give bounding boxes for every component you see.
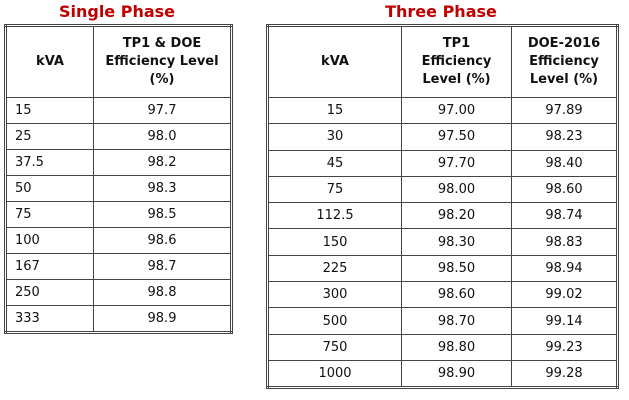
table-row: 750 98.80 99.23 [267, 333, 618, 361]
table-row: 50 98.3 [5, 175, 232, 202]
table-row: 250 98.8 [5, 279, 232, 306]
table-cell: 98.70 [401, 307, 512, 335]
table-cell: 98.60 [401, 281, 512, 309]
table-cell: 98.80 [401, 333, 512, 361]
table-cell: 99.02 [511, 281, 618, 309]
table-cell: 15 [267, 96, 402, 125]
table-row: 300 98.60 99.02 [267, 281, 618, 309]
table-cell: 98.9 [93, 305, 232, 333]
table-cell: 150 [267, 228, 402, 256]
table-cell: 97.00 [401, 96, 512, 125]
column-header: DOE-2016 Efficiency Level (%) [511, 25, 618, 98]
section-title: Single Phase [58, 2, 176, 21]
table-cell: 112.5 [267, 202, 402, 230]
table-cell: 15 [5, 97, 94, 124]
table-cell: 99.23 [511, 333, 618, 361]
table-cell: 98.0 [93, 123, 232, 150]
table-cell: 98.5 [93, 201, 232, 228]
table-cell: 97.7 [93, 97, 232, 124]
table-cell: 98.00 [401, 175, 512, 204]
table-cell: 98.23 [511, 123, 618, 151]
column-header: TP1 Efficiency Level (%) [401, 25, 512, 98]
table-cell: 99.28 [511, 359, 618, 389]
table-row: 150 98.30 98.83 [267, 228, 618, 256]
table-cell: 97.50 [401, 123, 512, 151]
table-cell: 99.14 [511, 307, 618, 335]
table-cell: 100 [5, 227, 94, 254]
table-cell: 45 [267, 149, 402, 177]
table-row: 167 98.7 [5, 253, 232, 280]
table-row: 15 97.7 [5, 97, 232, 124]
table-cell: 98.94 [511, 254, 618, 283]
table-cell: 250 [5, 279, 94, 306]
table-row: 333 98.9 [5, 305, 232, 333]
table-row: 112.5 98.20 98.74 [267, 202, 618, 230]
header-row: kVA TP1 Efficiency Level (%) DOE-2016 Effi… [267, 25, 618, 98]
column-header: kVA [267, 25, 402, 98]
table-row: 1000 98.90 99.28 [267, 359, 618, 389]
table-row: 225 98.50 98.94 [267, 254, 618, 283]
table-cell: 98.74 [511, 202, 618, 230]
table-cell: 167 [5, 253, 94, 280]
table-cell: 98.50 [401, 254, 512, 283]
table-cell: 333 [5, 305, 94, 333]
table-row: 75 98.5 [5, 201, 232, 228]
table-cell: 98.83 [511, 228, 618, 256]
table-cell: 98.8 [93, 279, 232, 306]
table-row: 25 98.0 [5, 123, 232, 150]
table-cell: 97.70 [401, 149, 512, 177]
section-title: Three Phase [385, 2, 497, 21]
header-row: kVA TP1 & DOE Efficiency Level (%) [5, 25, 232, 98]
table-row: 30 97.50 98.23 [267, 123, 618, 151]
table-cell: 98.30 [401, 228, 512, 256]
table-cell: 98.60 [511, 175, 618, 204]
table-row: 37.5 98.2 [5, 149, 232, 176]
table-cell: 98.7 [93, 253, 232, 280]
table-cell: 50 [5, 175, 94, 202]
table-cell: 500 [267, 307, 402, 335]
table-cell: 98.90 [401, 359, 512, 389]
table-cell: 98.6 [93, 227, 232, 254]
three-phase-section: Three Phase kVA TP1 Efficiency Level (%) D… [266, 0, 619, 390]
table-cell: 98.20 [401, 202, 512, 230]
table-cell: 25 [5, 123, 94, 150]
table-cell: 37.5 [5, 149, 94, 176]
table-row: 45 97.70 98.40 [267, 149, 618, 177]
table-cell: 97.89 [511, 96, 618, 125]
column-header: kVA [5, 25, 94, 98]
single-phase-section: Single Phase kVA TP1 & DOE Efficiency Lev… [4, 0, 233, 334]
table-cell: 1000 [267, 359, 402, 389]
three-phase-table: kVA TP1 Efficiency Level (%) DOE-2016 Effi… [266, 24, 619, 390]
table-row: 75 98.00 98.60 [267, 175, 618, 204]
table-cell: 225 [267, 254, 402, 283]
table-cell: 30 [267, 123, 402, 151]
table-cell: 98.40 [511, 149, 618, 177]
table-cell: 98.3 [93, 175, 232, 202]
single-phase-table: kVA TP1 & DOE Efficiency Level (%) 15 97.7 2… [4, 24, 233, 334]
table-cell: 300 [267, 281, 402, 309]
table-row: 500 98.70 99.14 [267, 307, 618, 335]
column-header: TP1 & DOE Efficiency Level (%) [93, 25, 232, 98]
table-cell: 750 [267, 333, 402, 361]
table-row: 15 97.00 97.89 [267, 96, 618, 125]
table-cell: 75 [5, 201, 94, 228]
table-cell: 98.2 [93, 149, 232, 176]
table-row: 100 98.6 [5, 227, 232, 254]
table-cell: 75 [267, 175, 402, 204]
